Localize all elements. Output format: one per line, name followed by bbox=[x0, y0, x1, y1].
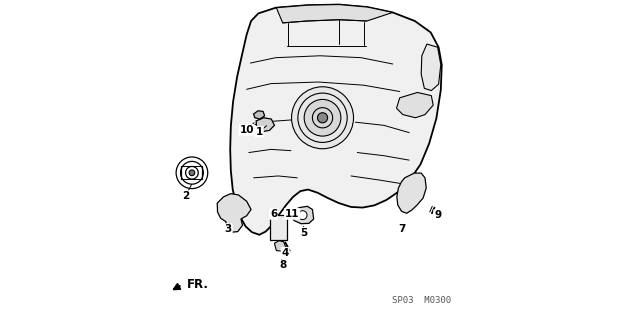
Text: 4: 4 bbox=[282, 248, 289, 258]
Polygon shape bbox=[256, 118, 275, 132]
Circle shape bbox=[292, 87, 353, 149]
Text: 10: 10 bbox=[239, 125, 254, 135]
Text: 3: 3 bbox=[225, 224, 232, 234]
Text: 6: 6 bbox=[270, 209, 277, 219]
Text: 9: 9 bbox=[434, 210, 441, 220]
Polygon shape bbox=[291, 206, 314, 224]
Polygon shape bbox=[217, 194, 251, 232]
Text: 8: 8 bbox=[280, 260, 287, 271]
Polygon shape bbox=[230, 4, 442, 235]
Polygon shape bbox=[276, 4, 393, 23]
Text: 11: 11 bbox=[285, 209, 300, 219]
FancyBboxPatch shape bbox=[270, 215, 287, 240]
Text: 1: 1 bbox=[255, 127, 263, 137]
Text: 7: 7 bbox=[398, 224, 405, 234]
Polygon shape bbox=[421, 44, 441, 91]
Polygon shape bbox=[275, 241, 286, 251]
Polygon shape bbox=[397, 93, 433, 118]
Circle shape bbox=[317, 113, 328, 123]
Circle shape bbox=[189, 170, 195, 176]
Polygon shape bbox=[253, 111, 265, 119]
Circle shape bbox=[304, 100, 341, 136]
Text: FR.: FR. bbox=[187, 278, 209, 291]
Text: 2: 2 bbox=[182, 191, 189, 201]
Text: SP03  M0300: SP03 M0300 bbox=[392, 296, 451, 305]
Text: 5: 5 bbox=[300, 228, 307, 238]
Circle shape bbox=[298, 211, 307, 219]
Polygon shape bbox=[397, 173, 426, 213]
